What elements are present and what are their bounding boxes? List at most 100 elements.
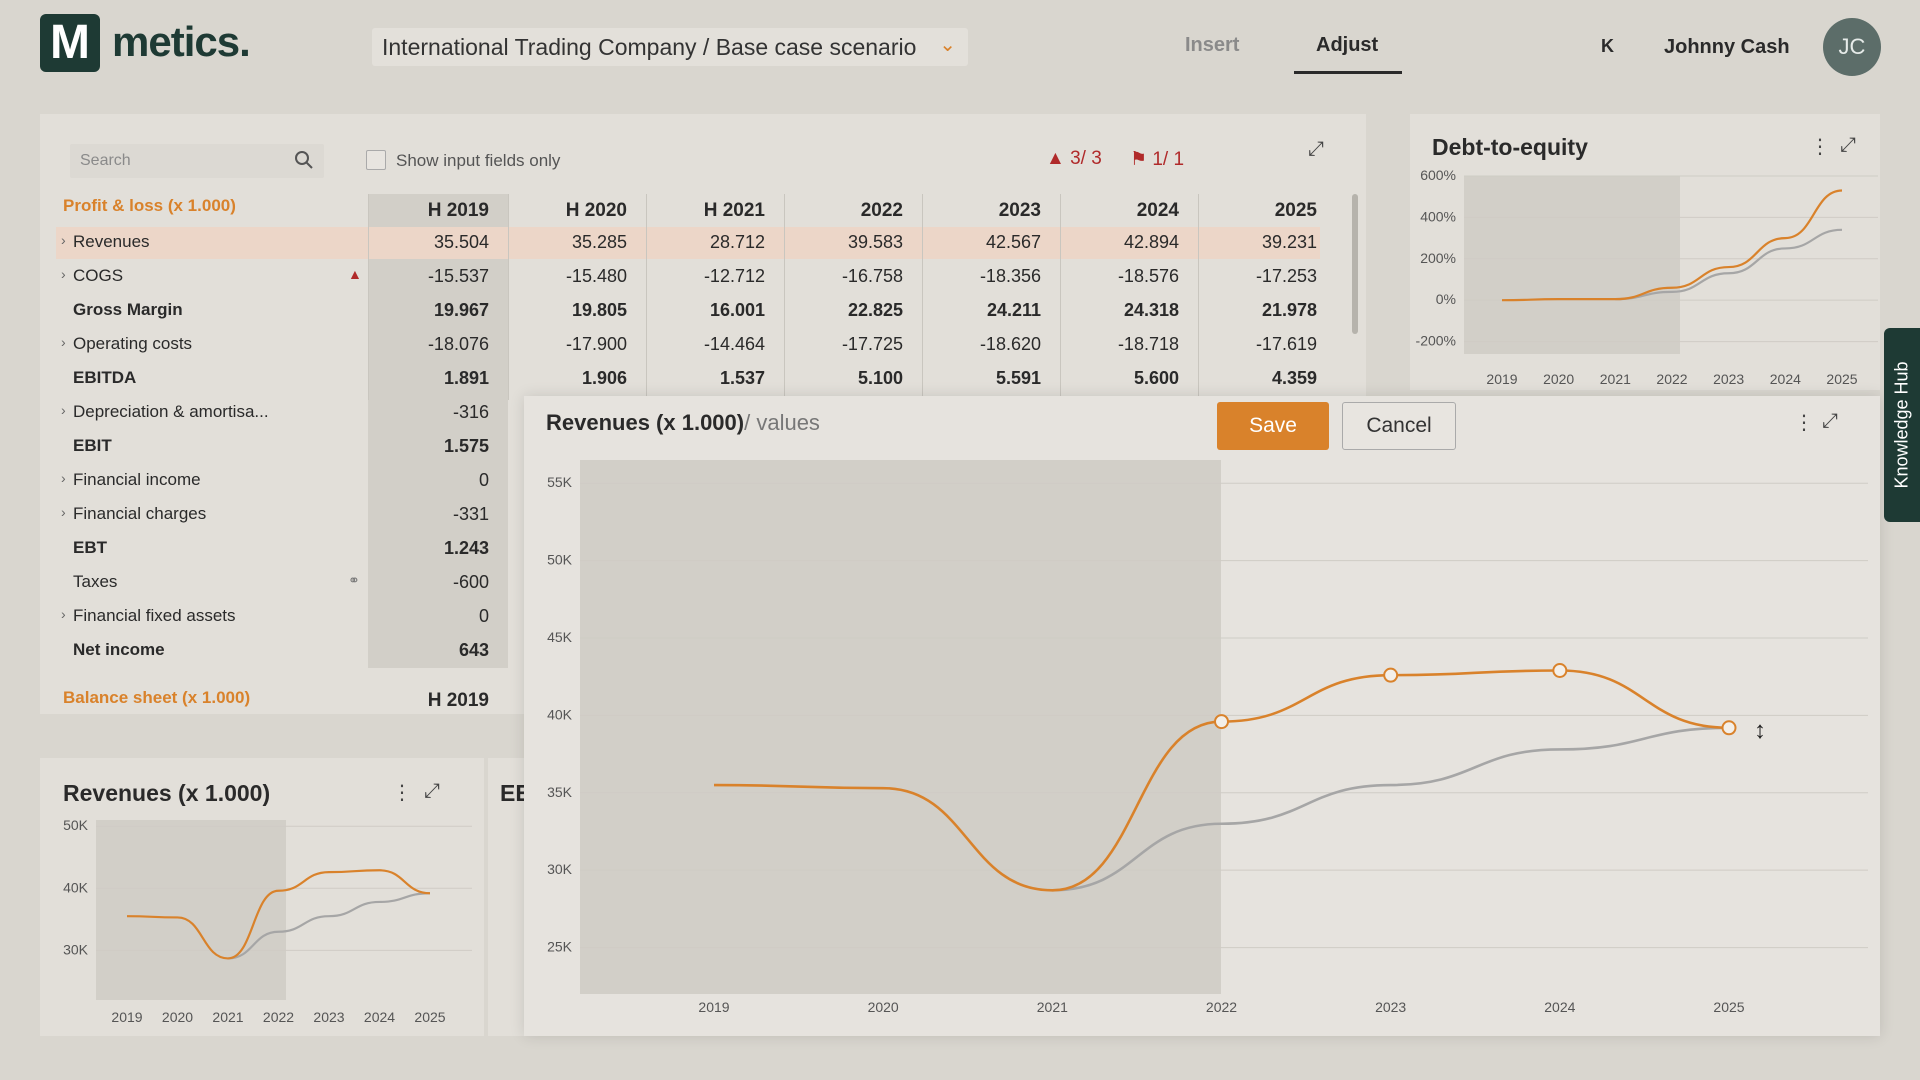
table-cell[interactable]: 5.100 <box>857 368 903 388</box>
table-cell[interactable]: 16.001 <box>709 300 765 320</box>
table-cell[interactable]: 1.891 <box>443 368 489 388</box>
table-cell[interactable]: -18.718 <box>1117 334 1179 354</box>
table-cell[interactable]: 1.537 <box>719 368 765 388</box>
warnings-counter[interactable]: ▲ 3/ 3 <box>1046 148 1102 170</box>
table-cell[interactable]: -18.576 <box>1117 266 1179 286</box>
table-cell[interactable]: 35.285 <box>571 232 627 252</box>
search-icon[interactable] <box>294 150 314 175</box>
tab-adjust[interactable]: Adjust <box>1316 34 1379 56</box>
table-row-label[interactable]: › Financial charges <box>61 504 206 524</box>
modal-title-main: Revenues (x 1.000) <box>546 410 745 435</box>
table-row-label[interactable]: › Revenues <box>61 232 150 252</box>
table-cell[interactable]: -15.480 <box>565 266 627 286</box>
table-cell[interactable]: 21.978 <box>1261 300 1317 320</box>
table-cell[interactable]: 19.805 <box>571 300 627 320</box>
table-row-label[interactable]: Gross Margin <box>73 300 183 320</box>
warning-icon[interactable]: ▲ <box>348 266 362 282</box>
table-cell[interactable]: 28.712 <box>709 232 765 252</box>
app-logo-text: metics. <box>112 18 251 65</box>
table-cell[interactable]: 0 <box>478 470 489 490</box>
y-tick-label: 50K <box>63 817 89 833</box>
modal-title-sub: / values <box>744 410 820 435</box>
table-row-label[interactable]: › Financial fixed assets <box>61 606 236 626</box>
chevron-right-icon[interactable]: › <box>61 334 66 350</box>
expand-icon[interactable]: ⤢ <box>1840 134 1856 156</box>
table-cell[interactable]: 19.967 <box>433 300 489 320</box>
cancel-button[interactable]: Cancel <box>1342 402 1456 450</box>
table-cell[interactable]: -316 <box>452 402 489 422</box>
table-cell[interactable]: 24.211 <box>986 300 1041 320</box>
table-row-label[interactable]: › Operating costs <box>61 334 192 354</box>
expand-icon[interactable]: ⤢ <box>1308 138 1324 160</box>
table-row-label[interactable]: EBITDA <box>73 368 136 388</box>
table-cell[interactable]: 0 <box>478 606 489 626</box>
table-cell[interactable]: 1.575 <box>443 436 489 456</box>
chevron-right-icon[interactable]: › <box>61 470 66 486</box>
x-tick-label: 2019 <box>111 1009 142 1025</box>
table-row-label[interactable]: Net income <box>73 640 165 660</box>
table-cell[interactable]: -331 <box>452 504 489 524</box>
table-row-label[interactable]: Taxes <box>73 572 117 592</box>
revenues-main-chart[interactable]: 55K 50K 45K 40K 35K 30K 25K 2019 2020 2021 2022 202… <box>524 396 1880 1036</box>
tab-insert[interactable]: Insert <box>1185 34 1240 56</box>
more-vertical-icon[interactable]: ⋮ <box>1810 136 1830 158</box>
table-cell[interactable]: 42.567 <box>985 232 1041 252</box>
link-icon[interactable]: ⚭ <box>348 572 360 588</box>
expand-icon[interactable]: ⤢ <box>1822 410 1838 432</box>
table-row-label[interactable]: › COGS <box>61 266 123 286</box>
table-cell[interactable]: -16.758 <box>841 266 903 286</box>
table-cell[interactable]: -18.356 <box>979 266 1041 286</box>
show-input-fields-checkbox[interactable] <box>366 150 386 170</box>
more-vertical-icon[interactable]: ⋮ <box>392 782 412 804</box>
table-cell[interactable]: -17.619 <box>1255 334 1317 354</box>
table-cell[interactable]: -17.900 <box>565 334 627 354</box>
table-cell[interactable]: -17.725 <box>841 334 903 354</box>
table-cell[interactable]: 39.583 <box>847 232 903 252</box>
scenario-selector[interactable]: International Trading Company / Base cas… <box>372 28 968 66</box>
chevron-right-icon[interactable]: › <box>61 402 66 418</box>
expand-icon[interactable]: ⤢ <box>424 780 440 802</box>
knowledge-hub-tab[interactable]: Knowledge Hub <box>1884 328 1920 522</box>
table-cell[interactable]: -12.712 <box>703 266 765 286</box>
drag-cursor-icon: ↕ <box>1754 717 1766 744</box>
row-label-text: Financial fixed assets <box>73 606 236 625</box>
table-cell[interactable]: 4.359 <box>1271 368 1317 388</box>
chevron-right-icon[interactable]: › <box>61 606 66 622</box>
table-cell[interactable]: 24.318 <box>1123 300 1179 320</box>
y-tick-label: 200% <box>1420 250 1456 266</box>
row-label-text: EBITDA <box>73 368 137 387</box>
table-cell[interactable]: -600 <box>452 572 489 592</box>
table-cell[interactable]: -17.253 <box>1255 266 1317 286</box>
table-cell[interactable]: 39.231 <box>1261 232 1317 252</box>
chevron-right-icon[interactable]: › <box>61 504 66 520</box>
app-logo-mark[interactable]: M <box>40 14 100 72</box>
avatar[interactable]: JC <box>1823 18 1881 76</box>
row-label-text: EBT <box>73 538 107 557</box>
table-row-label[interactable]: › Depreciation & amortisa... <box>61 402 269 422</box>
table-cell[interactable]: -15.537 <box>427 266 489 286</box>
x-tick-label: 2022 <box>263 1009 294 1025</box>
table-cell[interactable]: 643 <box>458 640 489 660</box>
search-input[interactable]: Search <box>70 144 324 178</box>
table-cell[interactable]: 22.825 <box>847 300 903 320</box>
table-cell[interactable]: 42.894 <box>1123 232 1179 252</box>
more-vertical-icon[interactable]: ⋮ <box>1794 412 1814 434</box>
table-cell[interactable]: 35.504 <box>433 232 489 252</box>
table-cell[interactable]: 1.906 <box>581 368 627 388</box>
table-cell[interactable]: 5.600 <box>1133 368 1179 388</box>
flags-counter[interactable]: ⚑ 1/ 1 <box>1130 148 1184 171</box>
save-button[interactable]: Save <box>1217 402 1329 450</box>
table-row-label[interactable]: › Financial income <box>61 470 201 490</box>
table-row-label[interactable]: EBIT <box>73 436 112 456</box>
table-cell[interactable]: -14.464 <box>703 334 765 354</box>
user-name[interactable]: Johnny Cash <box>1664 36 1790 58</box>
k-indicator[interactable]: K <box>1601 36 1614 56</box>
table-cell[interactable]: -18.076 <box>427 334 489 354</box>
table-row-label[interactable]: EBT <box>73 538 107 558</box>
table-scrollbar[interactable] <box>1352 194 1358 334</box>
table-cell[interactable]: -18.620 <box>979 334 1041 354</box>
chevron-right-icon[interactable]: › <box>61 266 66 282</box>
table-cell[interactable]: 1.243 <box>443 538 489 558</box>
chevron-right-icon[interactable]: › <box>61 232 66 248</box>
table-cell[interactable]: 5.591 <box>995 368 1041 388</box>
